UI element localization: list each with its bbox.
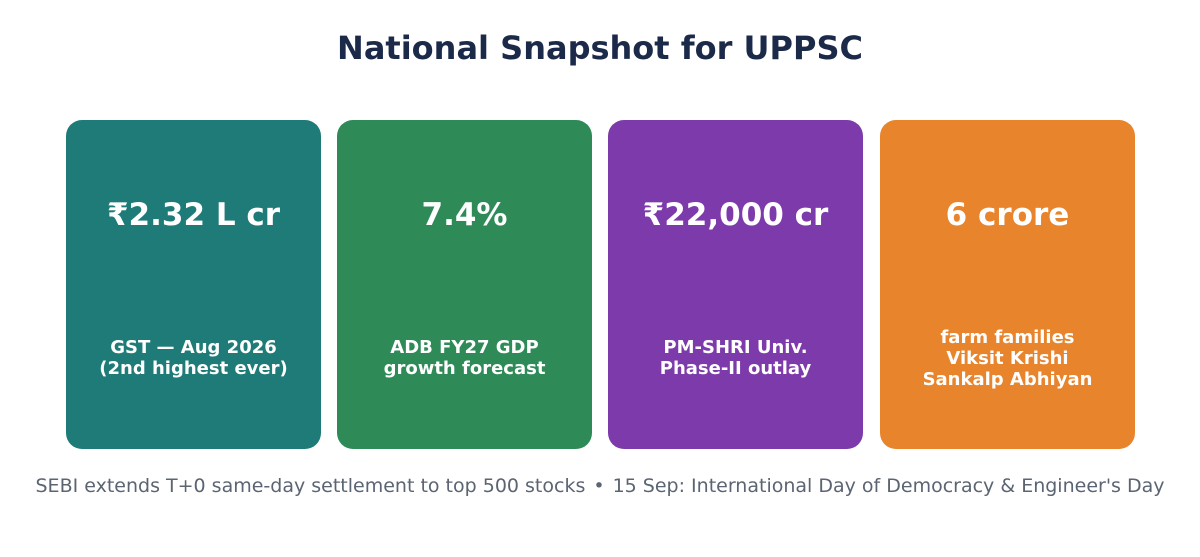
- stat-card-value: ₹22,000 cr: [642, 197, 829, 233]
- stat-card-label-line: PM-SHRI Univ.: [663, 337, 808, 358]
- stat-card-label: ADB FY27 GDP growth forecast: [337, 298, 592, 418]
- stat-card-label-line: Sankalp Abhiyan: [922, 368, 1093, 390]
- stat-card-gdp: 7.4% ADB FY27 GDP growth forecast: [337, 120, 592, 449]
- stat-card-label-line: GST — Aug 2026: [110, 337, 277, 358]
- stat-card-label-line: (2nd highest ever): [99, 358, 288, 379]
- stat-card-farm-families: 6 crore farm families Viksit Krishi Sank…: [880, 120, 1135, 449]
- stat-card-label: farm families Viksit Krishi Sankalp Abhi…: [880, 298, 1135, 418]
- footer-item-observances: 15 Sep: International Day of Democracy &…: [612, 475, 1165, 497]
- stat-card-value: 6 crore: [945, 197, 1070, 233]
- stat-card-label-line: Viksit Krishi: [946, 347, 1069, 369]
- stat-card-label: PM-SHRI Univ. Phase-II outlay: [608, 298, 863, 418]
- page-title: National Snapshot for UPPSC: [337, 29, 863, 67]
- stat-card-gst: ₹2.32 L cr GST — Aug 2026 (2nd highest e…: [66, 120, 321, 449]
- stat-card-pm-shri: ₹22,000 cr PM-SHRI Univ. Phase-II outlay: [608, 120, 863, 449]
- stat-card-label-line: Phase-II outlay: [659, 358, 812, 379]
- stat-card-value: ₹2.32 L cr: [106, 197, 281, 233]
- footer-item-sebi: SEBI extends T+0 same-day settlement to …: [35, 475, 586, 497]
- stat-card-label-line: farm families: [940, 326, 1075, 348]
- stat-card-value: 7.4%: [421, 197, 508, 233]
- stat-card-label: GST — Aug 2026 (2nd highest ever): [66, 298, 321, 418]
- stat-card-label-line: growth forecast: [383, 358, 546, 379]
- footer-news-ticker: SEBI extends T+0 same-day settlement to …: [0, 474, 1200, 498]
- stat-card-label-line: ADB FY27 GDP: [390, 337, 539, 358]
- stat-cards: ₹2.32 L cr GST — Aug 2026 (2nd highest e…: [66, 120, 1135, 449]
- bullet-separator-icon: •: [593, 475, 605, 497]
